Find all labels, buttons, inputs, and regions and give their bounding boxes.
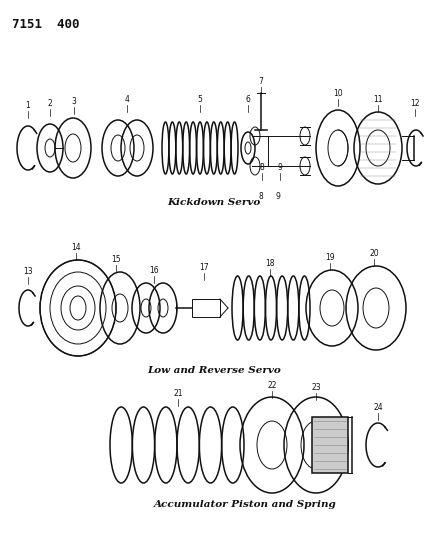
Text: 7: 7 [259, 77, 264, 86]
Text: 15: 15 [111, 255, 121, 264]
Text: 7151  400: 7151 400 [12, 18, 80, 31]
Text: 21: 21 [173, 389, 183, 398]
Text: 23: 23 [311, 383, 321, 392]
Text: Kickdown Servo: Kickdown Servo [167, 198, 261, 207]
Text: Accumulator Piston and Spring: Accumulator Piston and Spring [154, 500, 336, 509]
Text: Low and Reverse Servo: Low and Reverse Servo [147, 366, 281, 375]
Text: 9: 9 [276, 192, 280, 201]
Text: 4: 4 [125, 95, 129, 104]
Text: 8: 8 [259, 192, 263, 201]
Text: 9: 9 [278, 163, 282, 172]
Bar [312, 417, 348, 473]
Text: 1: 1 [26, 101, 30, 110]
Text: 17: 17 [199, 263, 209, 272]
Text: 3: 3 [71, 97, 77, 106]
Text: 24: 24 [373, 403, 383, 412]
Text: 6: 6 [246, 95, 250, 104]
Text: 2: 2 [48, 99, 52, 108]
Text: 18: 18 [265, 259, 275, 268]
Text: 19: 19 [325, 253, 335, 262]
Bar [192, 299, 220, 317]
Text: 22: 22 [267, 381, 277, 390]
Text: 8: 8 [260, 163, 265, 172]
Text: 13: 13 [23, 267, 33, 276]
Text: 12: 12 [410, 99, 420, 108]
Text: 16: 16 [149, 266, 159, 275]
Text: 20: 20 [369, 249, 379, 258]
Text: 11: 11 [373, 95, 383, 104]
Text: 5: 5 [198, 95, 202, 104]
Text: 10: 10 [333, 89, 343, 98]
Text: 14: 14 [71, 243, 81, 252]
